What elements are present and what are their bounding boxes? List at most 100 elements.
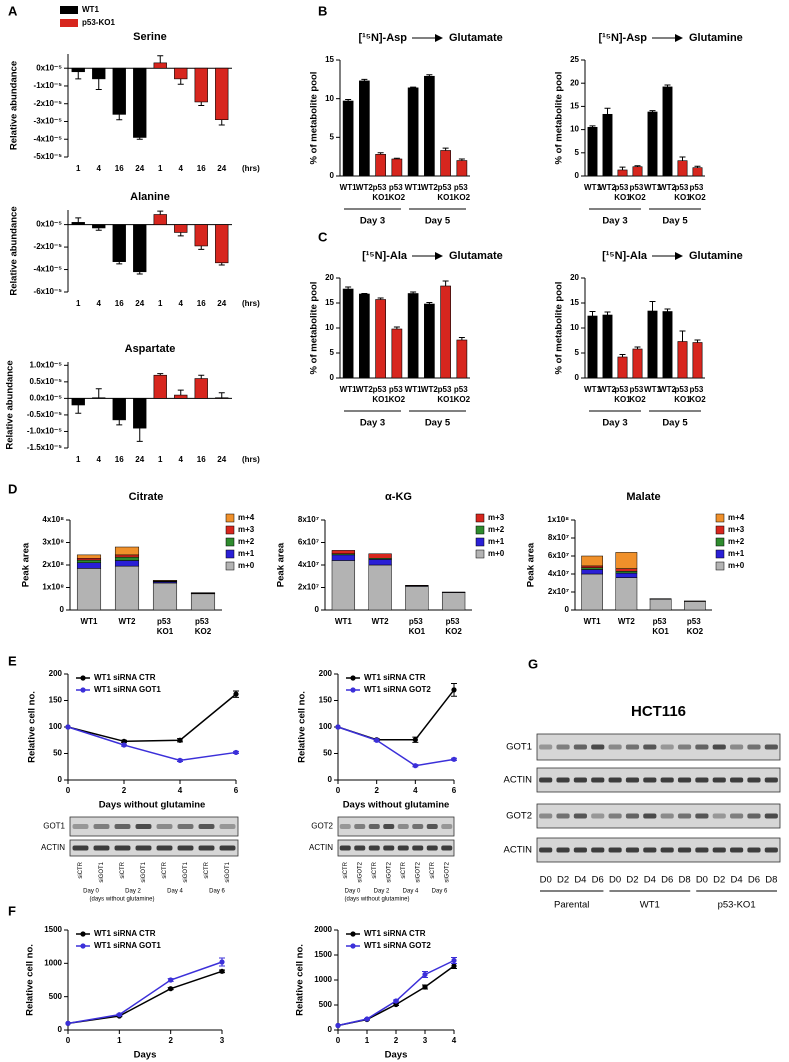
x-tick-label: 6 (234, 786, 239, 795)
group-label: Day 5 (425, 418, 451, 429)
lane-label: siGOT1 (141, 861, 147, 882)
bar (215, 224, 229, 264)
legend-swatch (225, 513, 235, 523)
bar-segment (649, 598, 672, 611)
bar (677, 160, 688, 177)
bar (153, 214, 167, 225)
bar-segment (76, 559, 102, 563)
bar (359, 80, 370, 177)
chart-title: [¹⁵N]-Ala (362, 250, 408, 262)
legend-label: m+1 (238, 549, 255, 558)
y-axis-label: Relative cell no. (25, 944, 36, 1016)
x-tick-label: 2 (122, 786, 127, 795)
blot-band (573, 744, 587, 750)
legend-label: WT1 siRNA GOT2 (364, 685, 431, 694)
lane-label: D2 (626, 875, 638, 886)
bar-segment (615, 572, 638, 578)
y-tick-label: -2x10⁻⁵ (34, 242, 63, 251)
bar (215, 397, 229, 399)
lane-label: siCTR (204, 861, 210, 878)
y-tick-label: 150 (319, 696, 333, 705)
x-tick-label: 4 (97, 299, 102, 308)
bar-segment (76, 562, 102, 569)
blot-band (412, 824, 424, 829)
bar-segment (152, 580, 178, 582)
y-tick-label: 2x10⁷ (298, 583, 319, 592)
y-tick-label: 0 (58, 775, 63, 784)
legend-swatch (715, 561, 725, 571)
y-tick-label: 100 (319, 722, 333, 731)
y-tick-label: -2x10⁻⁵ (34, 99, 63, 108)
y-tick-label: 5 (330, 348, 335, 357)
blot-band (368, 845, 380, 851)
bar-segment (114, 565, 140, 611)
x-tick-label: 16 (115, 299, 124, 308)
bar (174, 67, 188, 80)
x-tick-label: 16 (115, 164, 124, 173)
bar-segment (581, 555, 603, 567)
bar (602, 314, 613, 379)
legend-swatch (225, 561, 235, 571)
x-tick-label: p53 KO2 (454, 183, 471, 202)
y-tick-label: 1500 (314, 950, 332, 959)
error-bar (679, 156, 686, 161)
y-tick-label: 0 (58, 1025, 63, 1034)
group-label: p53-KO1 (718, 900, 756, 911)
bar (153, 374, 167, 399)
x-axis-label: (hrs) (242, 299, 260, 308)
x-tick-label: WT1 (335, 617, 352, 626)
bar (662, 86, 673, 177)
error-bar (198, 101, 205, 106)
y-axis-label: Relative cell no. (297, 691, 308, 763)
point (233, 749, 239, 756)
y-tick-label: 0 (60, 605, 65, 614)
error-bar (157, 210, 164, 215)
lane-label: siGOT1 (183, 861, 189, 882)
lane-label: siGOT2 (415, 861, 421, 882)
x-tick-label: 2 (168, 1036, 173, 1045)
bar (112, 398, 126, 421)
chart-title: Glutamine (689, 32, 743, 44)
group-label: Day 6 (432, 889, 448, 895)
x-tick-label: p53 KO2 (689, 385, 706, 404)
chart-title: [¹⁵N]-Asp (358, 32, 407, 44)
y-tick-label: 10 (325, 94, 334, 103)
y-tick-label: 15 (570, 102, 579, 111)
blot-band (573, 813, 587, 819)
error-bar (116, 261, 123, 265)
y-tick-label: 5 (575, 348, 580, 357)
legend-label: m+2 (488, 525, 505, 534)
blot-band (177, 824, 194, 829)
panel-label: F (8, 903, 16, 918)
x-tick-label: 1 (158, 455, 163, 464)
y-tick-label: -1.0x10⁻⁵ (27, 427, 62, 436)
blot-band (573, 847, 587, 853)
bar-segment (114, 554, 140, 558)
y-tick-label: 50 (53, 749, 62, 758)
error-bar (694, 339, 701, 343)
y-tick-label: 10 (325, 323, 334, 332)
x-axis-label: (hrs) (242, 455, 260, 464)
y-tick-label: 20 (325, 273, 334, 282)
blot-band (608, 777, 622, 783)
y-tick-label: 10 (570, 125, 579, 134)
blot-band (677, 744, 692, 750)
error-bar (426, 74, 433, 77)
lane-label: siCTR (372, 861, 378, 878)
x-tick-label: 4 (413, 786, 418, 795)
legend-label: m+0 (488, 549, 505, 558)
bar-segment (405, 586, 429, 611)
bar (391, 328, 403, 379)
blot-band (114, 824, 131, 829)
y-tick-label: 150 (49, 696, 63, 705)
blot-band (93, 845, 110, 851)
legend-swatch (715, 525, 725, 535)
bar-segment (581, 565, 603, 568)
panel-label: A (8, 3, 18, 18)
bar (407, 293, 419, 379)
blot-band (625, 847, 640, 853)
x-tick-label: WT2 (599, 183, 616, 192)
y-tick-label: 3x10⁸ (42, 538, 64, 547)
legend-label: WT1 siRNA GOT2 (364, 941, 431, 950)
error-bar (426, 302, 433, 304)
